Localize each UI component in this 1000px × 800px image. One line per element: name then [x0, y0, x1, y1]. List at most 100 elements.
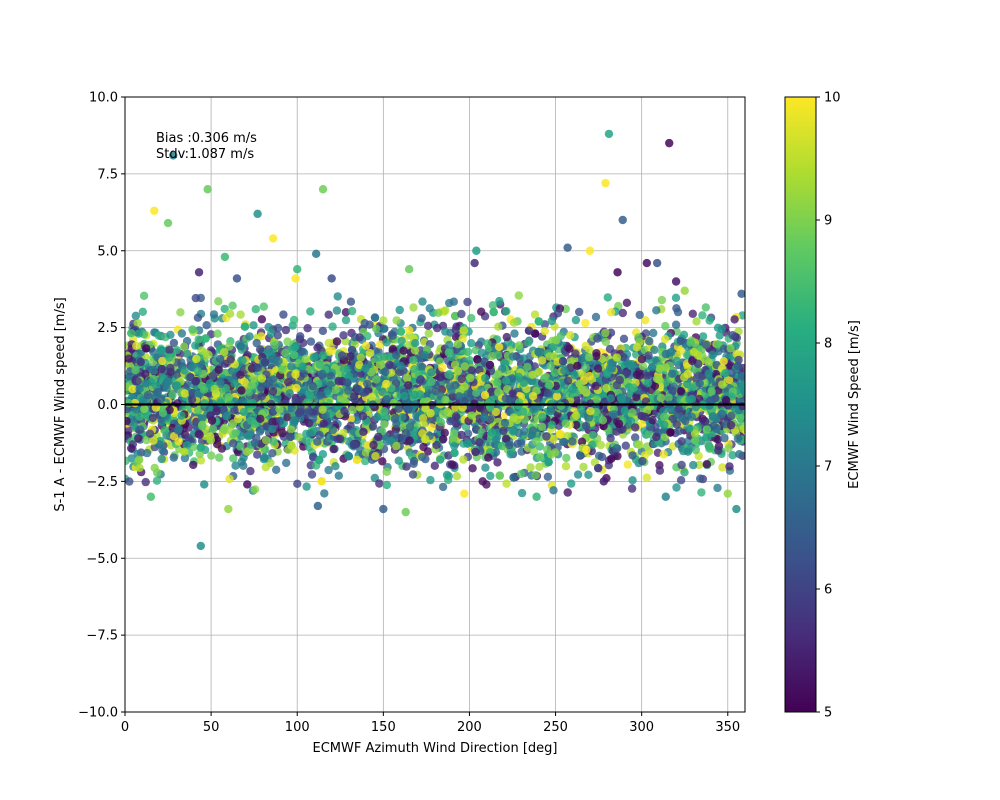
scatter-point — [731, 404, 740, 413]
scatter-point — [535, 452, 545, 461]
scatter-point — [505, 440, 514, 450]
scatter-point — [612, 380, 621, 390]
scatter-point — [426, 475, 435, 485]
scatter-point — [286, 432, 295, 442]
scatter-point — [230, 405, 239, 415]
scatter-point — [401, 428, 411, 438]
scatter-point — [289, 315, 299, 325]
scatter-point — [261, 436, 271, 445]
scatter-point — [552, 392, 562, 401]
scatter-point — [228, 301, 237, 310]
scatter-point — [255, 345, 265, 354]
scatter-point — [517, 439, 526, 448]
scatter-point — [694, 371, 704, 380]
scatter-point — [642, 371, 651, 381]
scatter-point — [491, 407, 500, 417]
scatter-point — [439, 434, 448, 444]
scatter-point — [305, 390, 314, 400]
scatter-point — [591, 312, 601, 322]
scatter-point — [193, 367, 203, 376]
scatter-point — [347, 345, 357, 355]
scatter-point — [286, 425, 296, 434]
scatter-point — [543, 472, 553, 481]
scatter-point — [391, 430, 400, 439]
scatter-point — [641, 316, 650, 325]
scatter-point — [698, 332, 708, 341]
scatter-point — [696, 474, 705, 483]
scatter-point — [328, 322, 337, 331]
scatter-point — [720, 433, 729, 443]
scatter-point — [245, 332, 254, 341]
scatter-point — [408, 470, 418, 479]
scatter-point — [273, 393, 282, 403]
scatter-point — [329, 444, 338, 454]
scatter-point — [238, 356, 247, 365]
scatter-point — [602, 383, 611, 393]
scatter-point — [172, 345, 181, 355]
scatter-point — [315, 455, 324, 465]
scatter-point — [419, 442, 428, 452]
scatter-point — [180, 389, 190, 398]
scatter-point — [565, 344, 574, 353]
scatter-point — [125, 416, 131, 426]
scatter-point — [441, 395, 450, 405]
scatter-point — [501, 376, 511, 386]
scatter-point — [597, 452, 607, 462]
scatter-point — [318, 369, 327, 378]
scatter-point — [378, 457, 387, 466]
scatter-point — [702, 460, 711, 469]
scatter-point — [415, 390, 425, 399]
scatter-point — [343, 378, 352, 387]
scatter-point — [467, 339, 476, 348]
scatter-point — [327, 346, 337, 355]
scatter-point — [502, 479, 511, 488]
scatter-point — [619, 352, 628, 362]
scatter-point — [692, 317, 701, 326]
scatter-point — [394, 456, 403, 465]
scatter-point — [324, 338, 333, 348]
scatter-point — [135, 463, 144, 472]
scatter-point — [172, 370, 182, 379]
scatter-point — [215, 453, 224, 462]
scatter-point — [445, 340, 454, 350]
scatter-point — [588, 430, 597, 440]
scatter-point — [514, 291, 523, 300]
scatter-point — [386, 436, 395, 445]
scatter-point — [257, 383, 266, 392]
scatter-point — [629, 383, 638, 392]
scatter-point — [537, 356, 547, 365]
scatter-point — [441, 306, 450, 315]
scatter-point — [133, 318, 142, 328]
scatter-point — [514, 372, 523, 382]
scatter-point — [149, 366, 158, 375]
scatter-point — [575, 379, 584, 388]
scatter-point — [502, 307, 511, 316]
scatter-point — [231, 461, 240, 470]
scatter-point — [208, 371, 217, 381]
scatter-point — [656, 393, 666, 403]
scatter-point — [620, 406, 629, 416]
scatter-point — [510, 329, 519, 338]
scatter-point — [189, 460, 198, 470]
scatter-point — [524, 326, 534, 335]
scatter-point — [739, 424, 745, 434]
scatter-point — [708, 350, 717, 360]
scatter-point — [671, 320, 681, 329]
scatter-point — [224, 392, 234, 402]
scatter-point — [156, 346, 166, 355]
scatter-point — [222, 411, 231, 421]
scatter-point — [361, 364, 370, 373]
scatter-point — [567, 479, 576, 488]
scatter-point — [165, 353, 174, 362]
scatter-point — [516, 469, 526, 479]
scatter-point — [534, 367, 544, 377]
scatter-point — [313, 437, 322, 446]
scatter-point — [509, 473, 518, 482]
scatter-point — [546, 361, 555, 370]
scatter-point — [194, 406, 203, 415]
scatter-point — [382, 379, 391, 389]
scatter-point — [484, 453, 493, 462]
scatter-point — [426, 409, 435, 418]
scatter-point — [724, 444, 733, 453]
scatter-point — [339, 331, 348, 340]
